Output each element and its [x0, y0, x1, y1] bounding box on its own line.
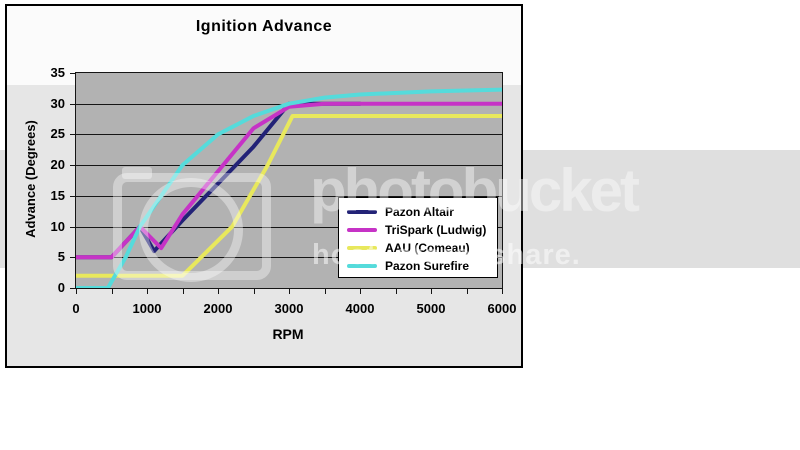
y-axis-title: Advance (Degrees)	[23, 120, 38, 238]
series-lines	[76, 87, 502, 288]
x-axis-tick-0	[76, 289, 77, 294]
x-axis-title: RPM	[272, 326, 304, 342]
x-axis-label-4000: 4000	[345, 301, 375, 316]
y-axis-label-15: 15	[50, 187, 65, 203]
legend-item: AAU (Comeau)	[347, 239, 493, 257]
y-axis-label-25: 25	[50, 126, 65, 142]
legend-label: Pazon Surefire	[385, 259, 470, 273]
legend-label: AAU (Comeau)	[385, 241, 470, 255]
gridline-5	[76, 257, 502, 259]
legend-swatch-aau-comeau-	[347, 246, 377, 250]
x-axis-tick-1000	[147, 289, 148, 294]
legend-item: TriSpark (Ludwig)	[347, 221, 493, 239]
series-line-pazon-surefire	[76, 87, 502, 288]
x-axis-label-2000: 2000	[203, 301, 233, 316]
legend-item: Pazon Altair	[347, 203, 493, 221]
ignition-advance-chart: Ignition Advance 0 5 10 15 20 25 30 35 0 1000 2000…	[5, 4, 523, 368]
x-axis-label-1000: 1000	[132, 301, 162, 316]
legend-swatch-pazon-altair	[347, 210, 377, 214]
x-axis-tick-500	[111, 289, 113, 294]
gridline-15	[76, 195, 502, 197]
y-axis-tick-10	[70, 226, 75, 228]
y-axis-tick-30	[70, 103, 75, 105]
y-axis-label-30: 30	[50, 95, 65, 111]
legend-item: Pazon Surefire	[347, 257, 493, 275]
y-axis-tick-0	[70, 288, 75, 289]
x-axis-tick-3500	[324, 289, 326, 294]
x-axis-tick-4000	[360, 289, 361, 294]
x-axis-label-3000: 3000	[274, 301, 304, 316]
x-axis-tick-2500	[253, 289, 255, 294]
legend-label: TriSpark (Ludwig)	[385, 223, 487, 237]
legend-swatch-trispark-ludwig-	[347, 228, 377, 232]
x-axis-tick-6000	[502, 289, 503, 294]
y-axis-label-0: 0	[57, 280, 65, 295]
gridline-25	[76, 134, 502, 136]
x-axis-tick-3000	[289, 289, 290, 294]
y-axis-tick-25	[70, 134, 75, 136]
series-line-pazon-altair	[76, 101, 362, 260]
gridline-10	[76, 226, 502, 228]
chart-title: Ignition Advance	[195, 18, 333, 35]
gridline-20	[76, 165, 502, 167]
y-axis-tick-35	[70, 73, 75, 74]
x-axis-tick-5500	[466, 289, 468, 294]
y-axis-tick-20	[70, 165, 75, 167]
series-line-trispark-ludwig	[76, 101, 502, 260]
y-axis-label-10: 10	[50, 218, 65, 234]
x-axis-label-0: 0	[72, 301, 80, 316]
x-axis-tick-4500	[395, 289, 397, 294]
legend-label: Pazon Altair	[385, 205, 454, 219]
x-axis-tick-1500	[182, 289, 184, 294]
series-line-aau-comeau	[76, 114, 502, 278]
y-axis-label-5: 5	[57, 249, 65, 265]
legend: Pazon Altair TriSpark (Ludwig) AAU (Comeau…	[338, 197, 498, 278]
y-axis-tick-5	[70, 257, 75, 259]
y-axis-label-20: 20	[50, 157, 65, 173]
x-axis-tick-5000	[431, 289, 432, 294]
y-axis-label-35: 35	[50, 65, 65, 80]
x-axis-label-5000: 5000	[416, 301, 446, 316]
y-axis-tick-15	[70, 195, 75, 197]
x-axis-tick-2000	[218, 289, 219, 294]
x-axis-label-6000: 6000	[487, 301, 517, 316]
legend-swatch-pazon-surefire	[347, 264, 377, 268]
